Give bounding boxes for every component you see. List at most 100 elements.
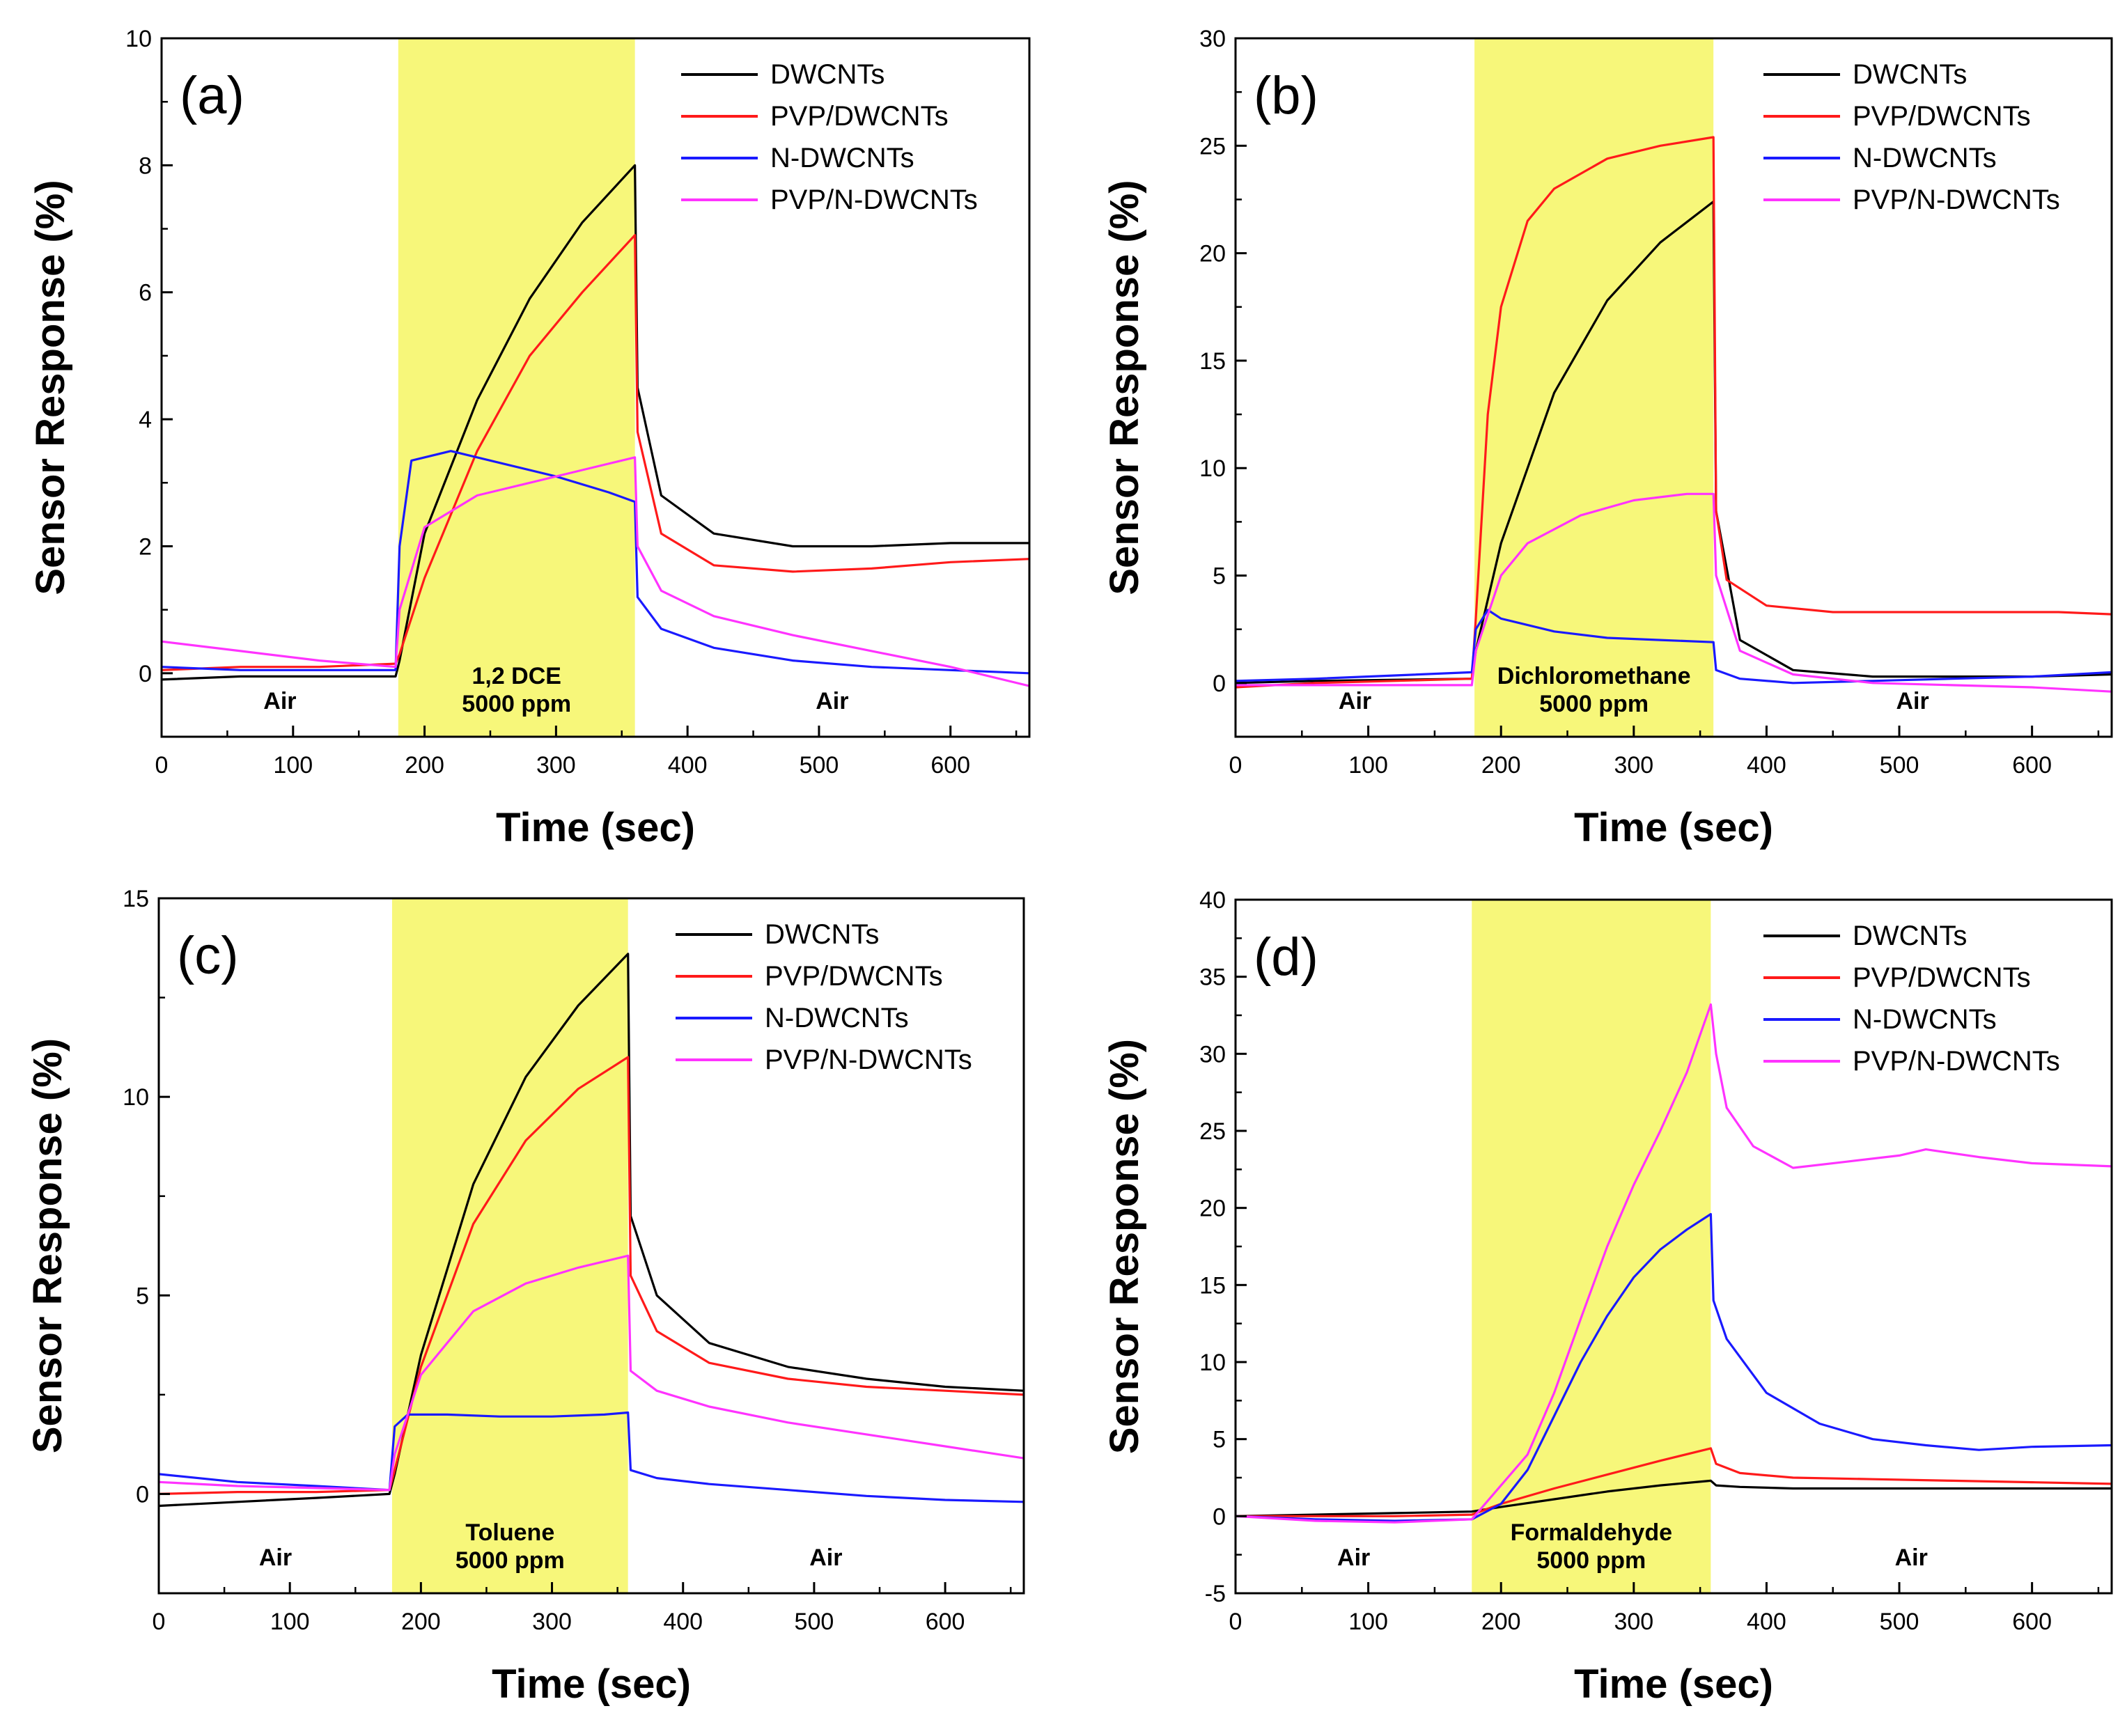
x-tick-label: 0: [153, 1609, 166, 1635]
panel-label: (a): [180, 66, 244, 125]
exposure-region: [391, 898, 628, 1593]
legend-entry: PVP/N-DWCNTs: [770, 185, 978, 215]
y-tick-label: 10: [1199, 455, 1226, 482]
legend-entry: N-DWCNTs: [1853, 143, 1997, 173]
x-tick-label: 0: [1229, 1609, 1242, 1635]
y-tick-label: 5: [1213, 1427, 1226, 1453]
series-line-dwcnts: [159, 953, 1024, 1508]
series-line-pvp-dwcnts: [159, 1056, 1024, 1495]
legend-entry: DWCNTs: [1853, 59, 1967, 90]
x-tick-label: 600: [926, 1609, 965, 1635]
x-tick-label: 500: [795, 1609, 834, 1635]
series-line-pvp-n-dwcnts: [1236, 492, 2112, 693]
x-axis-label: Time (sec): [496, 805, 695, 850]
y-tick-label: 15: [123, 886, 149, 912]
y-tick-label: 30: [1199, 26, 1226, 52]
exposure-concentration-label: 5000 ppm: [462, 691, 571, 717]
legend-entry: DWCNTs: [770, 59, 885, 90]
x-tick-label: 600: [2012, 1609, 2052, 1635]
x-tick-label: 100: [1348, 1609, 1388, 1635]
y-tick-label: 25: [1199, 1118, 1226, 1145]
x-tick-label: 300: [532, 1609, 572, 1635]
y-axis-label: Sensor Response (%): [28, 180, 73, 595]
air-label-right: Air: [1896, 688, 1929, 714]
air-label-left: Air: [1339, 688, 1371, 714]
series-line-n-dwcnts: [1236, 609, 2112, 685]
x-tick-label: 200: [405, 752, 444, 779]
x-axis-label: Time (sec): [1574, 805, 1773, 850]
air-label-right: Air: [816, 688, 848, 714]
chart-panel-1: 0 100 200 300 400 500 600 0 5 10 15 20 25 30 Time (sec…: [1102, 26, 2113, 850]
x-tick-label: 400: [1747, 1609, 1786, 1635]
air-label-right: Air: [1895, 1545, 1928, 1571]
exposure-gas-label: Dichloromethane: [1497, 663, 1691, 689]
air-label-left: Air: [263, 688, 296, 714]
x-axis-label: Time (sec): [492, 1661, 691, 1707]
x-tick-label: 200: [401, 1609, 441, 1635]
y-tick-label: 35: [1199, 964, 1226, 991]
y-tick-label: 0: [1213, 1503, 1226, 1530]
plot-frame: [157, 897, 1025, 1595]
x-tick-label: 0: [155, 752, 169, 779]
exposure-gas-label: 1,2 DCE: [472, 663, 561, 689]
y-tick-label: 0: [1213, 671, 1226, 697]
y-tick-label: 0: [136, 1481, 149, 1508]
x-tick-label: 400: [668, 752, 708, 779]
legend-entry: PVP/N-DWCNTs: [765, 1045, 972, 1075]
legend-entry: PVP/DWCNTs: [1853, 962, 2031, 993]
series-line-n-dwcnts: [1236, 1212, 2112, 1522]
panel-label: (c): [177, 926, 239, 985]
y-axis-label: Sensor Response (%): [1102, 180, 1147, 595]
panel-label: (b): [1254, 66, 1318, 125]
series-line-pvp-n-dwcnts: [1236, 1003, 2112, 1524]
legend-entry: PVP/N-DWCNTs: [1853, 185, 2060, 215]
x-tick-label: 500: [1880, 1609, 1919, 1635]
y-tick-label: 4: [139, 407, 152, 433]
legend-entry: DWCNTs: [765, 919, 879, 950]
x-tick-label: 500: [1880, 752, 1919, 779]
exposure-concentration-label: 5000 ppm: [1539, 691, 1649, 717]
series-line-dwcnts: [162, 164, 1029, 681]
chart-panel-0: 0 100 200 300 400 500 600 0 2 4 6 8 10 Time (sec) Sens…: [28, 26, 1031, 850]
air-label-right: Air: [809, 1545, 842, 1571]
y-tick-label: 8: [139, 153, 152, 179]
y-axis-label: Sensor Response (%): [25, 1038, 70, 1453]
panel-label: (d): [1254, 928, 1318, 987]
exposure-concentration-label: 5000 ppm: [1536, 1547, 1646, 1574]
y-tick-label: 40: [1199, 887, 1226, 914]
x-axis-label: Time (sec): [1574, 1661, 1773, 1707]
y-tick-label: 6: [139, 280, 152, 306]
y-tick-label: 10: [125, 26, 152, 52]
air-label-left: Air: [1337, 1545, 1370, 1571]
x-tick-label: 100: [1348, 752, 1388, 779]
y-tick-label: -5: [1205, 1581, 1226, 1607]
x-tick-label: 500: [800, 752, 839, 779]
x-tick-label: 100: [273, 752, 313, 779]
exposure-region: [398, 38, 635, 737]
series-line-dwcnts: [1236, 1479, 2112, 1517]
legend-entry: N-DWCNTs: [770, 143, 914, 173]
exposure-gas-label: Toluene: [465, 1519, 554, 1546]
exposure-concentration-label: 5000 ppm: [455, 1547, 565, 1574]
x-tick-label: 200: [1481, 752, 1521, 779]
x-tick-label: 300: [1614, 752, 1653, 779]
y-tick-label: 5: [136, 1283, 149, 1309]
chart-panel-3: 0 100 200 300 400 500 600-50510152025303540Tim…: [1102, 887, 2113, 1707]
legend-entry: N-DWCNTs: [1853, 1004, 1997, 1035]
series-line-pvp-dwcnts: [1236, 1447, 2112, 1517]
legend-entry: PVP/DWCNTs: [1853, 101, 2031, 132]
y-tick-label: 25: [1199, 133, 1226, 159]
y-tick-label: 10: [1199, 1350, 1226, 1376]
series-line-n-dwcnts: [162, 450, 1029, 675]
y-tick-label: 10: [123, 1084, 149, 1111]
legend-entry: PVP/N-DWCNTs: [1853, 1046, 2060, 1077]
exposure-region: [1474, 38, 1714, 737]
x-tick-label: 300: [1614, 1609, 1653, 1635]
x-tick-label: 0: [1229, 752, 1242, 779]
legend-entry: N-DWCNTs: [765, 1003, 909, 1033]
y-tick-label: 0: [139, 661, 152, 687]
legend-entry: PVP/DWCNTs: [770, 101, 949, 132]
plot-frame: [160, 37, 1031, 738]
chart-panel-2: 0 100 200 300 400 500 600 0 5 10 15 Time (sec) Senso…: [25, 886, 1025, 1707]
